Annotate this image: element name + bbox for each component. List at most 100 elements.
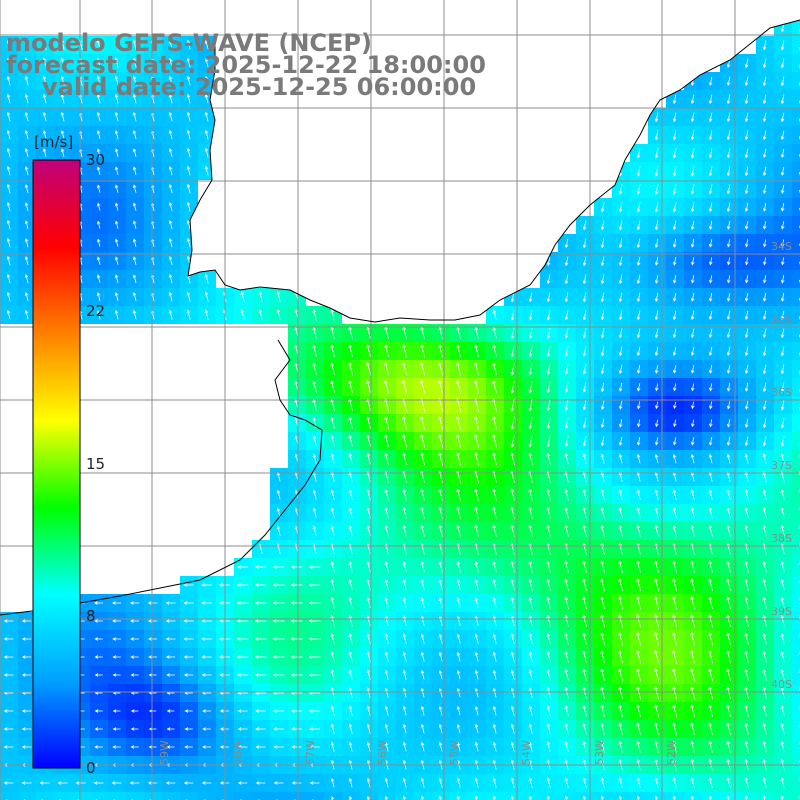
wind-arrow [726,632,731,646]
wind-arrow [186,183,191,194]
wind-arrow [312,525,317,536]
wind-arrow [762,418,767,429]
wind-arrow [744,740,749,753]
wind-speed-cell [792,792,800,800]
wind-speed-cell [180,792,198,800]
wind-arrow [528,363,533,376]
wind-arrow [384,651,389,662]
wind-arrow [726,130,731,141]
wind-speed-cell [522,792,540,800]
wind-arrow [726,112,731,123]
wind-arrow [348,489,353,501]
wind-speed-cell [792,162,800,180]
wind-arrow [330,578,335,591]
wind-arrow [636,292,641,303]
wind-arrow [24,147,29,158]
wind-arrow [690,310,695,321]
wind-arrow [94,619,103,623]
wind-arrow [384,705,389,716]
wind-arrow [348,507,353,519]
wind-arrow [96,111,101,122]
wind-arrow [348,361,353,376]
wind-arrow [672,238,677,248]
wind-arrow [780,400,785,411]
wind-arrow [330,489,335,500]
wind-arrow [510,542,515,555]
wind-arrow [744,596,749,609]
wind-arrow [546,417,551,430]
wind-arrow [636,256,641,267]
wind-arrow [330,705,335,717]
wind-arrow [186,39,191,50]
wind-arrow [763,257,767,266]
wind-arrow [438,433,443,448]
wind-arrow [726,542,731,555]
wind-arrow [780,148,785,159]
wind-arrow [798,425,800,429]
wind-arrow [744,400,749,410]
wind-arrow [727,401,731,410]
wind-arrow [402,597,407,609]
wind-speed-cell [252,792,270,800]
wind-arrow [528,452,533,465]
wind-speed-cell [792,360,800,378]
wind-arrow [655,419,659,428]
wind-arrow [168,255,173,266]
wind-arrow [690,524,695,537]
wind-arrow [165,619,176,623]
wind-arrow [780,130,785,141]
wind-arrow [366,633,371,645]
wind-arrow [600,686,605,699]
wind-arrow [600,524,605,537]
wind-arrow [236,619,249,623]
wind-arrow [690,595,695,610]
wind-arrow [528,310,533,321]
wind-arrow [726,94,731,105]
wind-arrow [762,722,767,735]
wind-arrow [618,722,623,735]
wind-arrow [762,489,767,501]
wind-arrow [6,237,11,248]
wind-arrow [780,94,785,105]
wind-arrow [60,75,65,86]
wind-arrow [147,619,158,623]
wind-arrow [655,401,659,410]
wind-arrow [114,292,119,302]
wind-arrow [348,651,353,663]
wind-arrow [366,687,371,698]
wind-arrow [132,309,137,320]
wind-arrow [75,781,86,785]
wind-arrow [57,781,68,785]
wind-arrow [546,399,551,412]
wind-arrow [600,418,605,429]
wind-arrow [762,184,767,195]
wind-arrow [600,740,605,753]
wind-speed-cell [792,630,800,648]
wind-arrow [564,542,569,555]
wind-speed-cell [648,792,666,800]
wind-arrow [236,637,249,641]
wind-arrow [726,507,731,519]
wind-arrow [600,506,605,519]
wind-arrow [39,781,50,785]
wind-arrow [114,75,119,86]
wind-arrow [672,166,677,177]
wind-arrow [510,669,515,680]
wind-arrow [272,637,285,641]
wind-arrow [330,362,335,376]
wind-arrow [272,619,285,623]
wind-arrow [456,344,461,358]
wind-arrow [762,364,767,375]
wind-arrow [564,274,569,285]
lat-label-36s: 36S [771,386,792,399]
wind-arrow [366,723,371,734]
wind-arrow [184,745,193,749]
wind-arrow [636,471,641,482]
wind-arrow [708,364,713,374]
wind-arrow [96,184,101,193]
wind-arrow [456,415,462,430]
wind-arrow [132,129,137,140]
wind-arrow [420,651,425,662]
wind-arrow [762,130,767,141]
wind-arrow [546,452,551,465]
